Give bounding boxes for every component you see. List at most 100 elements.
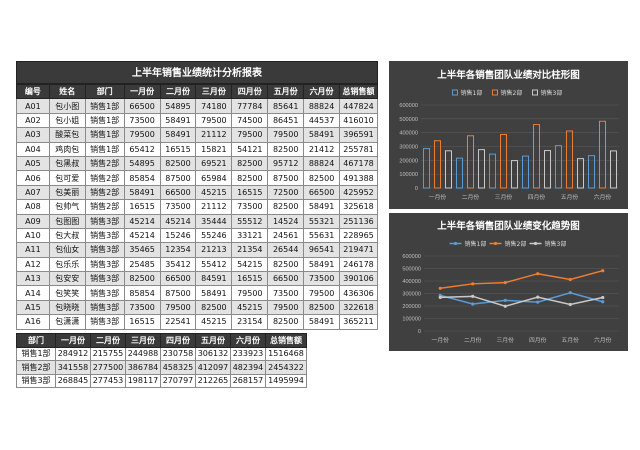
table-cell: 23154 bbox=[231, 314, 269, 330]
legend-label: 销售3部 bbox=[541, 89, 563, 97]
table-cell: 82500 bbox=[195, 299, 233, 316]
x-tick-label: 六月份 bbox=[594, 336, 612, 344]
y-tick-label: 200000 bbox=[399, 158, 418, 164]
table-cell: 包大叔 bbox=[48, 227, 86, 244]
data-point bbox=[471, 302, 475, 306]
table-cell: 销售3部 bbox=[84, 227, 125, 244]
x-tick-label: 六月份 bbox=[594, 193, 612, 201]
table-cell: 销售3部 bbox=[84, 256, 125, 273]
table-cell: 酸菜包 bbox=[48, 127, 86, 143]
table-cell: A05 bbox=[16, 155, 50, 172]
table-cell: 2454322 bbox=[265, 360, 307, 375]
table-cell: A06 bbox=[16, 170, 50, 186]
table-cell: 79500 bbox=[195, 112, 233, 129]
table-cell: 销售3部 bbox=[16, 373, 56, 388]
bar bbox=[423, 148, 430, 189]
table-cell: 73500 bbox=[303, 271, 341, 287]
table-cell: A01 bbox=[16, 98, 50, 114]
table-cell: 244988 bbox=[125, 346, 161, 361]
table-cell: 390106 bbox=[339, 271, 378, 287]
table-cell: 45215 bbox=[195, 184, 233, 201]
table-row: 销售1部 284912 215755 244988 230758 306132 233923… bbox=[16, 346, 307, 361]
bar bbox=[500, 133, 507, 189]
table-cell: 79500 bbox=[303, 285, 341, 301]
column-header: 一月份 bbox=[123, 83, 161, 100]
y-tick-label: 100000 bbox=[399, 172, 418, 178]
legend-item: 销售1部 bbox=[452, 89, 483, 97]
data-point bbox=[471, 294, 475, 298]
table-cell: 396591 bbox=[339, 127, 378, 143]
data-point bbox=[438, 286, 442, 290]
main-table-grid: 编号 姓名 部门 一月份 二月份 三月份 四月份 五月份 六月份 总销售额 A01 包小图 销售1部 6… bbox=[16, 83, 378, 330]
table-cell: A02 bbox=[16, 112, 50, 129]
table-cell: 79500 bbox=[123, 127, 161, 143]
table-cell: 82500 bbox=[159, 155, 197, 172]
table-cell: 82500 bbox=[267, 141, 305, 157]
table-cell: 416010 bbox=[339, 112, 378, 129]
data-point bbox=[568, 291, 572, 295]
table-cell: 鸡肉包 bbox=[48, 141, 86, 157]
table-cell: 35465 bbox=[123, 242, 161, 258]
table-cell: 销售2部 bbox=[16, 360, 56, 375]
table-cell: 55321 bbox=[303, 213, 341, 229]
table-cell: 销售3部 bbox=[84, 299, 125, 316]
column-header: 五月份 bbox=[195, 333, 231, 348]
table-cell: 412097 bbox=[195, 360, 231, 375]
table-cell: 销售3部 bbox=[84, 213, 125, 229]
table-cell: 77784 bbox=[231, 98, 269, 114]
legend-marker bbox=[493, 241, 498, 246]
table-cell: 包可爱 bbox=[48, 170, 86, 186]
table-cell: 58491 bbox=[303, 256, 341, 273]
table-cell: 87500 bbox=[159, 170, 197, 186]
table-cell: 16515 bbox=[231, 184, 269, 201]
column-header: 三月份 bbox=[195, 83, 233, 100]
table-cell: 包小图 bbox=[48, 98, 86, 114]
table-cell: 386784 bbox=[125, 360, 161, 375]
column-header: 四月份 bbox=[160, 333, 196, 348]
legend-swatch bbox=[532, 89, 538, 96]
data-point bbox=[568, 277, 572, 282]
table-cell: 16515 bbox=[123, 199, 161, 215]
bar bbox=[456, 157, 463, 189]
table-cell: A07 bbox=[16, 184, 50, 201]
table-cell: 212265 bbox=[195, 373, 231, 388]
table-cell: 491388 bbox=[339, 170, 378, 186]
y-tick-label: 0 bbox=[415, 186, 418, 192]
y-tick-label: 200000 bbox=[402, 304, 421, 310]
table-row: A13 包安安 销售3部 82500 66500 84591 16515 66500 73500… bbox=[16, 271, 378, 287]
table-cell: 58491 bbox=[303, 127, 341, 143]
table-cell: A14 bbox=[16, 285, 50, 301]
table-row: A03 酸菜包 销售1部 79500 58491 21112 79500 79500 58491… bbox=[16, 127, 378, 143]
bar bbox=[599, 120, 606, 189]
data-point bbox=[503, 298, 507, 302]
y-tick-label: 0 bbox=[418, 329, 421, 335]
data-point bbox=[601, 269, 605, 273]
table-cell: 458325 bbox=[160, 360, 196, 375]
table-row: A05 包黑叔 销售2部 54895 82500 69521 82500 95712 88824… bbox=[16, 155, 378, 172]
x-tick-label: 三月份 bbox=[497, 336, 515, 344]
table-cell: 1516468 bbox=[265, 346, 307, 361]
table-cell: 341558 bbox=[55, 360, 91, 375]
table-cell: 87500 bbox=[267, 170, 305, 186]
bar-chart-panel: 上半年各销售团队业绩对比柱形图 销售1部 销售2部 销售3部 0 100000 200000… bbox=[389, 61, 628, 209]
table-cell: 66500 bbox=[123, 98, 161, 114]
column-header: 二月份 bbox=[159, 83, 197, 100]
table-cell: 包小姐 bbox=[48, 112, 86, 129]
x-tick-label: 四月份 bbox=[528, 193, 546, 201]
y-tick-label: 600000 bbox=[402, 254, 421, 260]
bar bbox=[610, 150, 617, 189]
table-cell: 84591 bbox=[195, 271, 233, 287]
table-cell: 销售3部 bbox=[84, 285, 125, 301]
table-row: A07 包美丽 销售2部 58491 66500 45215 16515 72500 66500… bbox=[16, 184, 378, 201]
table-cell: 55246 bbox=[195, 227, 233, 244]
table-row: 销售3部 268845 277453 198117 270797 212265 268157… bbox=[16, 373, 307, 388]
legend-label: 销售1部 bbox=[461, 89, 483, 97]
table-cell: 包乐乐 bbox=[48, 256, 86, 273]
series-line bbox=[440, 295, 603, 308]
table-cell: 251136 bbox=[339, 213, 378, 229]
table-cell: 58491 bbox=[159, 127, 197, 143]
column-header: 姓名 bbox=[48, 83, 86, 100]
table-cell: 73500 bbox=[231, 199, 269, 215]
bar bbox=[555, 145, 562, 189]
table-cell: 365211 bbox=[339, 314, 378, 330]
